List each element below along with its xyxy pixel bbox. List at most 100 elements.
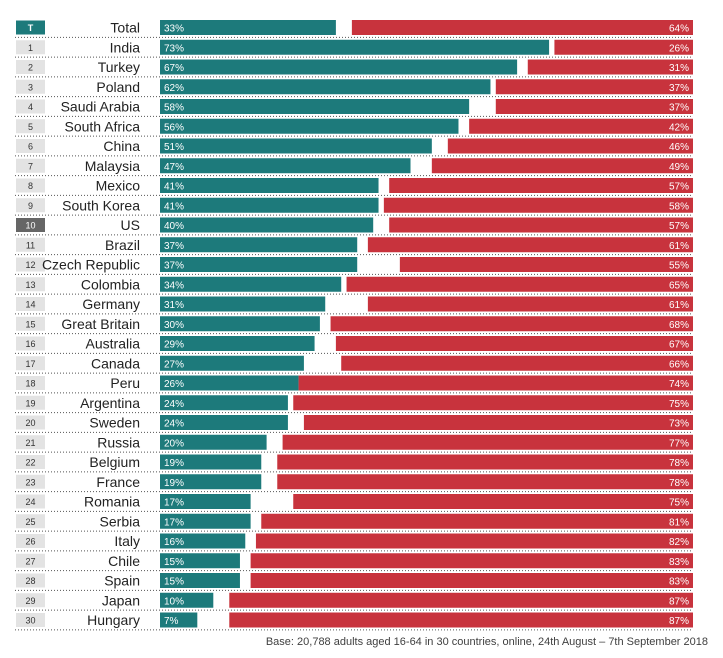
right-bar	[293, 395, 693, 411]
rank-label: 1	[28, 43, 33, 53]
left-value-label: 26%	[164, 379, 184, 390]
right-bar	[389, 178, 693, 193]
rank-label: 7	[28, 161, 33, 171]
rank-label: 23	[25, 477, 35, 487]
right-bar	[383, 197, 693, 213]
rank-label: 18	[25, 379, 35, 389]
right-value-label: 65%	[669, 280, 689, 291]
right-bar	[351, 20, 693, 35]
right-value-label: 66%	[669, 359, 689, 370]
right-value-label: 83%	[669, 557, 689, 568]
left-bar	[160, 39, 550, 55]
right-value-label: 57%	[669, 182, 689, 193]
rank-label: 26	[25, 537, 35, 547]
rank-badge	[16, 60, 45, 74]
right-value-label: 37%	[669, 83, 689, 94]
left-bar	[160, 59, 518, 75]
right-value-label: 49%	[669, 162, 689, 173]
rank-badge	[16, 514, 45, 529]
left-bar	[160, 118, 459, 134]
left-value-label: 67%	[164, 63, 184, 74]
left-value-label: 37%	[164, 241, 184, 252]
left-value-label: 17%	[164, 517, 184, 528]
left-value-label: 58%	[164, 103, 184, 114]
right-bar	[229, 612, 694, 628]
right-value-label: 61%	[669, 300, 689, 311]
category-label: Chile	[108, 553, 140, 569]
rank-label: 22	[25, 458, 35, 468]
right-bar	[554, 39, 693, 55]
left-value-label: 62%	[164, 83, 184, 94]
left-bar	[160, 592, 214, 608]
left-value-label: 27%	[164, 359, 184, 370]
right-value-label: 81%	[669, 517, 689, 528]
category-label: Turkey	[98, 59, 140, 75]
category-label: Japan	[102, 592, 140, 608]
right-bar	[330, 316, 693, 332]
left-value-label: 20%	[164, 438, 184, 449]
left-bar	[160, 553, 240, 569]
right-bar	[495, 79, 693, 95]
rank-badge	[16, 40, 45, 55]
left-value-label: 31%	[164, 300, 184, 311]
right-value-label: 57%	[669, 221, 689, 232]
right-value-label: 78%	[669, 478, 689, 489]
left-bar	[160, 296, 326, 312]
right-bar	[367, 296, 693, 312]
right-bar	[341, 355, 693, 371]
left-bar	[160, 355, 304, 371]
rank-badge	[16, 455, 45, 469]
rank-label: 5	[28, 122, 33, 132]
rank-badge	[16, 20, 45, 35]
rank-badge	[16, 613, 45, 627]
category-label: China	[103, 138, 140, 154]
rank-badge	[16, 553, 45, 568]
rank-badge	[16, 474, 45, 489]
category-label: Czech Republic	[42, 257, 140, 273]
right-bar	[389, 217, 693, 233]
rank-label: 27	[25, 556, 35, 566]
left-bar	[160, 573, 240, 588]
right-bar	[431, 158, 693, 174]
category-label: Hungary	[87, 612, 140, 628]
rank-label: 3	[28, 82, 33, 92]
right-value-label: 42%	[669, 122, 689, 133]
right-bar	[277, 454, 693, 470]
category-label: Colombia	[81, 276, 140, 292]
right-bar	[447, 138, 693, 154]
category-label: Saudi Arabia	[61, 99, 141, 115]
left-value-label: 30%	[164, 320, 184, 331]
right-bar	[346, 276, 693, 292]
rank-badge	[16, 534, 45, 548]
left-bar	[160, 20, 336, 35]
rank-badge	[16, 139, 45, 153]
right-bar	[298, 375, 693, 391]
rank-badge	[16, 218, 45, 232]
right-bar	[282, 434, 693, 450]
left-value-label: 24%	[164, 399, 184, 410]
rank-label: 2	[28, 63, 33, 73]
left-bar	[160, 276, 342, 292]
left-bar	[160, 217, 374, 233]
rank-label: 25	[25, 517, 35, 527]
rank-badge	[16, 79, 45, 94]
rank-badge	[16, 119, 45, 134]
category-label: Peru	[110, 375, 140, 391]
right-value-label: 64%	[669, 24, 689, 35]
rank-label: 8	[28, 181, 33, 191]
category-label: Poland	[96, 79, 140, 95]
left-value-label: 7%	[164, 616, 179, 627]
rank-badge	[16, 336, 45, 351]
category-label: Total	[110, 20, 140, 36]
category-label: Brazil	[105, 237, 140, 253]
rank-label: 9	[28, 201, 33, 211]
right-bar	[250, 553, 694, 569]
left-bar	[160, 99, 470, 114]
category-label: Mexico	[96, 178, 141, 194]
category-label: Romania	[84, 494, 140, 510]
left-value-label: 33%	[164, 24, 184, 35]
rank-label: 21	[25, 438, 35, 448]
right-value-label: 87%	[669, 596, 689, 607]
right-value-label: 77%	[669, 438, 689, 449]
left-value-label: 24%	[164, 419, 184, 430]
